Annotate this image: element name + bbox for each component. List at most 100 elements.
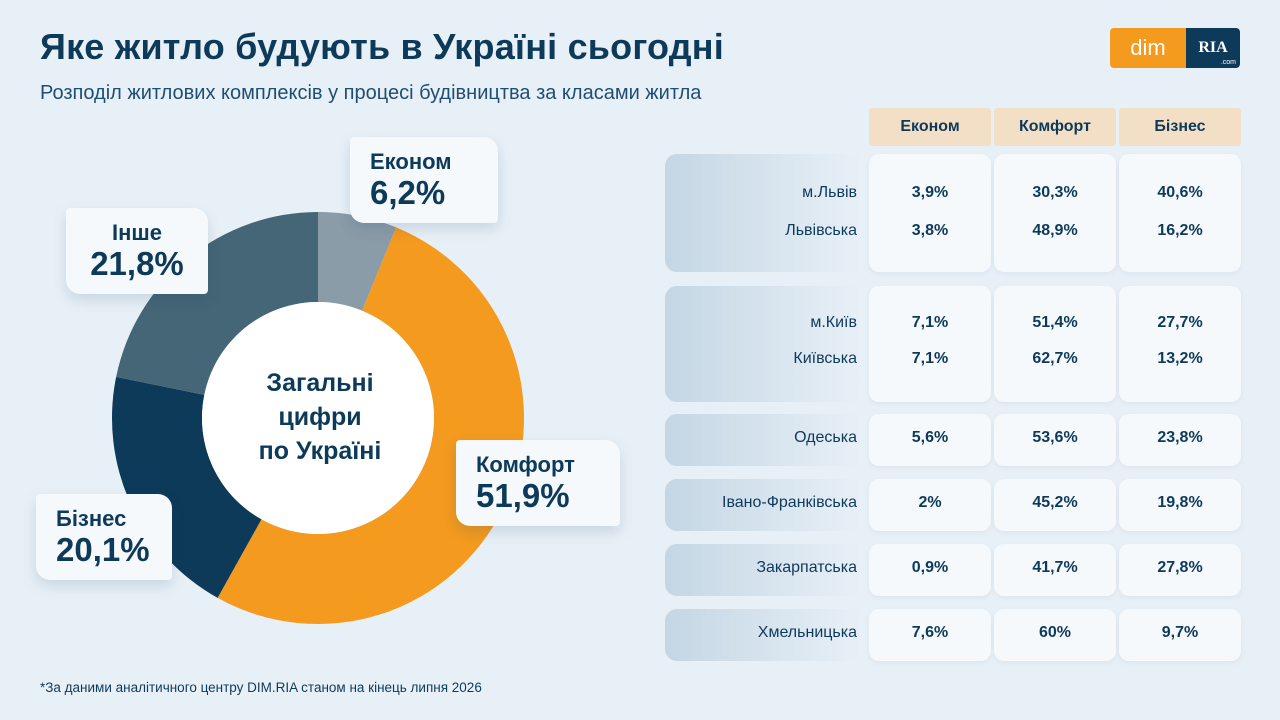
table-row: Львівська 3,8% 48,9% 16,2% bbox=[665, 222, 1241, 244]
value-cell bbox=[1119, 544, 1241, 596]
region-name: Хмельницька bbox=[757, 624, 857, 641]
econom-value: 3,9% bbox=[911, 184, 949, 201]
biznes-value: 13,2% bbox=[1157, 350, 1203, 367]
table-header-komfort: Комфорт bbox=[994, 108, 1116, 146]
table-row: Хмельницька 7,6% 60% 9,7% bbox=[665, 624, 1241, 646]
value-cell bbox=[1119, 154, 1241, 272]
biznes-value: 27,7% bbox=[1157, 314, 1203, 331]
value-cell bbox=[994, 414, 1116, 466]
komfort-value: 30,3% bbox=[1032, 184, 1078, 201]
table-group-khmelnytskyi: Хмельницька 7,6% 60% 9,7% bbox=[665, 609, 1241, 661]
table-row: Одеська 5,6% 53,6% 23,8% bbox=[665, 429, 1241, 451]
callout-econom-value: 6,2% bbox=[370, 174, 446, 211]
region-cell bbox=[665, 479, 863, 531]
komfort-value: 48,9% bbox=[1032, 222, 1078, 239]
biznes-value: 40,6% bbox=[1157, 184, 1203, 201]
value-cell bbox=[994, 544, 1116, 596]
center-line-1: Загальні bbox=[266, 369, 374, 397]
table-row: Івано-Франківська 2% 45,2% 19,8% bbox=[665, 494, 1241, 516]
logo-dim-text: dim bbox=[1110, 28, 1186, 68]
value-cell bbox=[994, 286, 1116, 402]
table-group-odesa: Одеська 5,6% 53,6% 23,8% bbox=[665, 414, 1241, 466]
value-cell bbox=[1119, 286, 1241, 402]
value-cell bbox=[1119, 414, 1241, 466]
dim-ria-logo[interactable]: dim RIA .com bbox=[1110, 28, 1240, 68]
value-cell bbox=[994, 154, 1116, 272]
table-header-econom: Економ bbox=[869, 108, 991, 146]
callout-inshe-value: 21,8% bbox=[90, 245, 184, 282]
donut-slice-1 bbox=[217, 227, 524, 624]
region-name: Закарпатська bbox=[756, 559, 857, 576]
econom-value: 7,1% bbox=[911, 350, 949, 367]
region-cell bbox=[665, 414, 863, 466]
komfort-value: 45,2% bbox=[1032, 494, 1078, 511]
donut-slice-3 bbox=[116, 212, 318, 395]
logo-com-text: .com bbox=[1220, 59, 1236, 66]
footnote: *За даними аналітичного центру DIM.RIA с… bbox=[40, 680, 482, 695]
komfort-value: 51,4% bbox=[1032, 314, 1078, 331]
komfort-value: 53,6% bbox=[1032, 429, 1078, 446]
value-cell bbox=[869, 479, 991, 531]
logo-ria-mark: RIA .com bbox=[1186, 28, 1240, 68]
page-subtitle: Розподіл житлових комплексів у процесі б… bbox=[40, 82, 702, 104]
callout-inshe-name: Інше bbox=[112, 220, 162, 245]
donut-slice-0 bbox=[318, 212, 397, 311]
econom-value: 7,1% bbox=[911, 314, 949, 331]
callout-komfort-name: Комфорт bbox=[476, 452, 575, 477]
page-title: Яке житло будують в Україні сьогодні bbox=[40, 26, 724, 67]
biznes-value: 9,7% bbox=[1161, 624, 1199, 641]
table-row: Закарпатська 0,9% 41,7% 27,8% bbox=[665, 559, 1241, 581]
callout-biznes-name: Бізнес bbox=[56, 506, 127, 531]
callout-biznes-value: 20,1% bbox=[56, 531, 150, 568]
table-group-ivano-frankivsk: Івано-Франківська 2% 45,2% 19,8% bbox=[665, 479, 1241, 531]
region-name: м.Львів bbox=[802, 184, 857, 201]
table-row: м.Львів 3,9% 30,3% 40,6% bbox=[665, 184, 1241, 206]
value-cell bbox=[869, 609, 991, 661]
callout-econom: Економ 6,2% bbox=[350, 137, 498, 223]
value-cell bbox=[869, 414, 991, 466]
biznes-value: 19,8% bbox=[1157, 494, 1203, 511]
komfort-value: 41,7% bbox=[1032, 559, 1078, 576]
econom-value: 3,8% bbox=[911, 222, 949, 239]
region-cell bbox=[665, 154, 863, 272]
donut-slice-2 bbox=[111, 376, 262, 598]
value-cell bbox=[994, 609, 1116, 661]
table-row: м.Київ 7,1% 51,4% 27,7% bbox=[665, 314, 1241, 336]
biznes-value: 16,2% bbox=[1157, 222, 1203, 239]
donut-hole bbox=[202, 302, 434, 534]
value-cell bbox=[869, 544, 991, 596]
center-line-3: по Україні bbox=[258, 437, 382, 465]
econom-value: 0,9% bbox=[911, 559, 949, 576]
table-group-zakarpattia: Закарпатська 0,9% 41,7% 27,8% bbox=[665, 544, 1241, 596]
econom-value: 7,6% bbox=[911, 624, 949, 641]
komfort-value: 60% bbox=[1038, 624, 1072, 641]
table-header-biznes: Бізнес bbox=[1119, 108, 1241, 146]
region-name: Львівська bbox=[785, 222, 857, 239]
value-cell bbox=[869, 286, 991, 402]
value-cell bbox=[869, 154, 991, 272]
econom-value: 2% bbox=[918, 494, 942, 511]
table-group-lviv: м.Львів 3,9% 30,3% 40,6% Львівська 3,8% … bbox=[665, 154, 1241, 272]
table-row: Київська 7,1% 62,7% 13,2% bbox=[665, 350, 1241, 372]
callout-biznes: Бізнес 20,1% bbox=[36, 494, 172, 580]
table-group-kyiv: м.Київ 7,1% 51,4% 27,7% Київська 7,1% 62… bbox=[665, 286, 1241, 402]
value-cell bbox=[1119, 609, 1241, 661]
center-line-2: цифри bbox=[278, 403, 362, 431]
region-name: Івано-Франківська bbox=[722, 494, 857, 511]
region-cell bbox=[665, 286, 863, 402]
callout-econom-name: Економ bbox=[370, 149, 452, 174]
region-cell bbox=[665, 544, 863, 596]
callout-komfort-value: 51,9% bbox=[476, 477, 570, 514]
donut-chart bbox=[111, 212, 524, 624]
region-name: Київська bbox=[793, 350, 857, 367]
value-cell bbox=[1119, 479, 1241, 531]
region-cell bbox=[665, 609, 863, 661]
logo-ria-text: RIA bbox=[1198, 39, 1228, 56]
region-name: м.Київ bbox=[810, 314, 857, 331]
biznes-value: 27,8% bbox=[1157, 559, 1203, 576]
callout-inshe: Інше 21,8% bbox=[66, 208, 208, 294]
value-cell bbox=[994, 479, 1116, 531]
donut-center-label: Загальні цифри по Україні bbox=[220, 366, 420, 468]
region-name: Одеська bbox=[794, 429, 857, 446]
callout-komfort: Комфорт 51,9% bbox=[456, 440, 620, 526]
